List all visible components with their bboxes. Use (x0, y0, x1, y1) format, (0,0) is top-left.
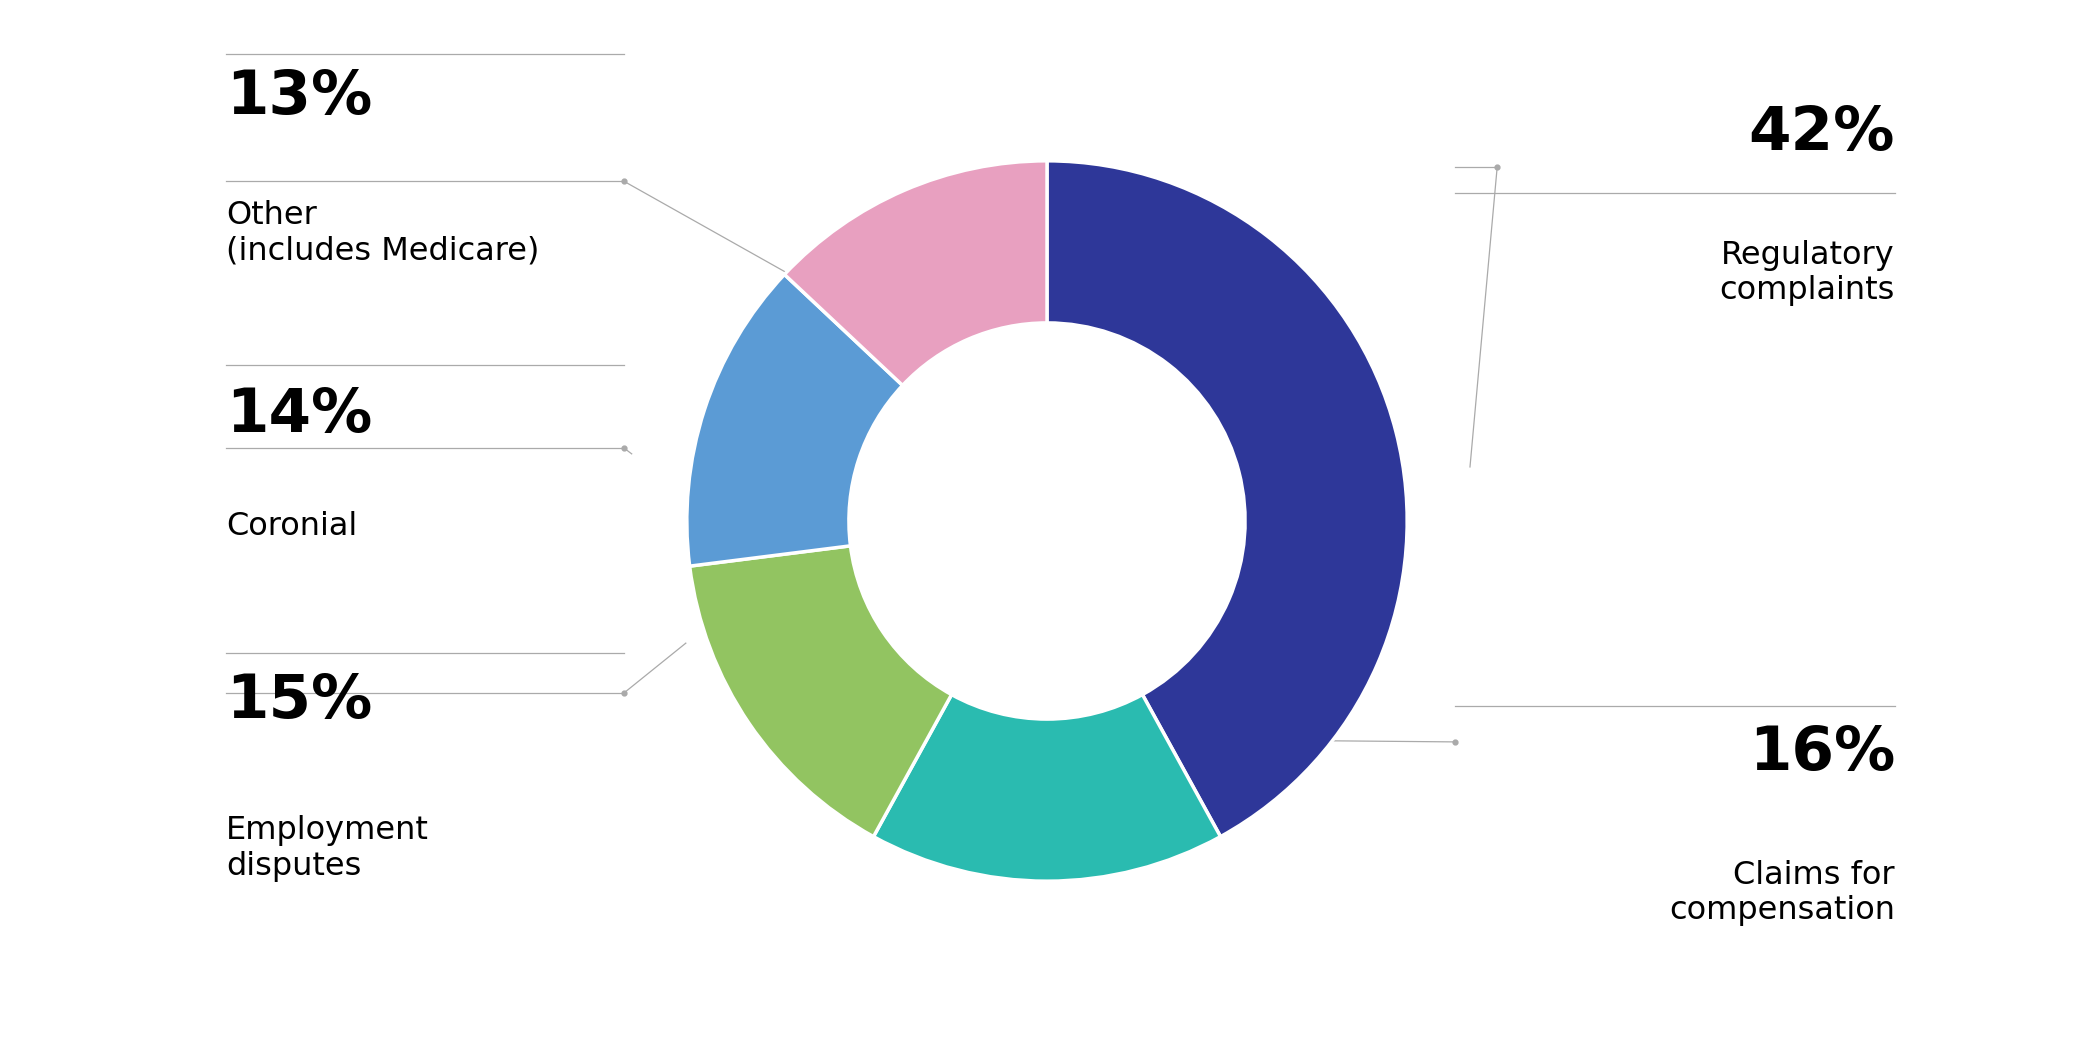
Text: Claims for
compensation: Claims for compensation (1669, 860, 1895, 926)
Wedge shape (1047, 160, 1407, 837)
Wedge shape (687, 274, 903, 566)
Text: Regulatory
complaints: Regulatory complaints (1719, 240, 1895, 306)
Wedge shape (785, 160, 1047, 386)
Text: 42%: 42% (1748, 104, 1895, 164)
Text: Coronial: Coronial (226, 511, 358, 542)
Wedge shape (689, 546, 951, 837)
Wedge shape (873, 695, 1221, 882)
Text: 15%: 15% (226, 672, 373, 731)
Text: Other
(includes Medicare): Other (includes Medicare) (226, 200, 540, 267)
Text: 14%: 14% (226, 386, 373, 445)
Text: Employment
disputes: Employment disputes (226, 815, 429, 882)
Text: 13%: 13% (226, 68, 373, 127)
Text: 16%: 16% (1748, 724, 1895, 784)
